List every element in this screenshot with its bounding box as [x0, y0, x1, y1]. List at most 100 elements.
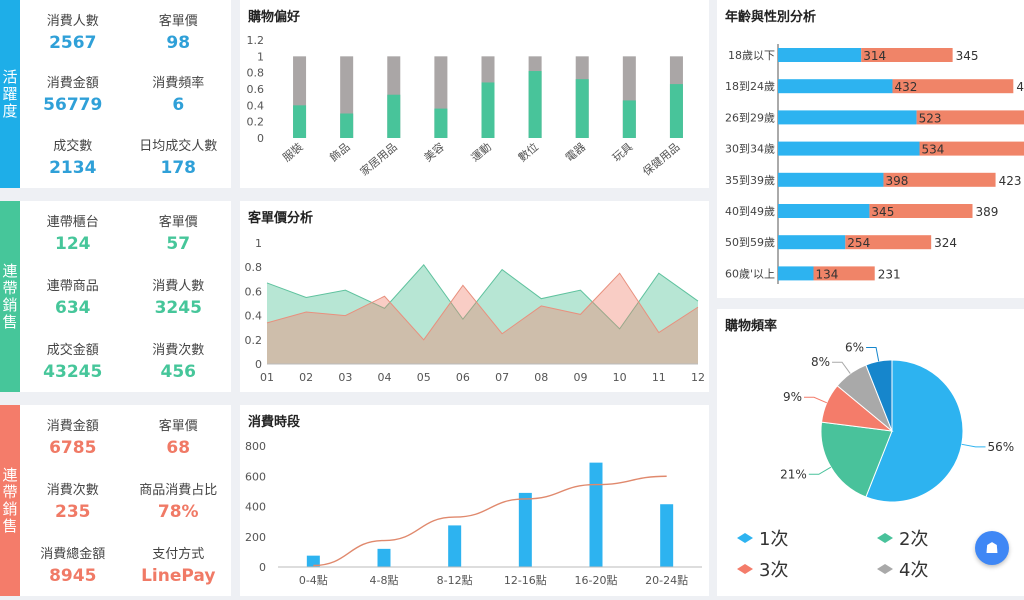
kpi-label: 消費金額: [46, 419, 99, 435]
data-label: 254: [847, 236, 870, 250]
legend-label: 2次: [899, 529, 928, 550]
y-tick-label: 40到49歲: [725, 204, 775, 218]
y-tick-label: 35到39歲: [725, 173, 775, 187]
consumption-period-chart: 0 200 400 600 800 0-4點 4-8點 8-12點 12-16點 16-20點 20…: [245, 440, 702, 587]
data-label: 523: [919, 111, 942, 125]
y-tick-label: 0: [259, 561, 266, 574]
legend-marker: [737, 533, 753, 543]
x-tick-label: 數位: [515, 140, 541, 165]
kpi-cell: 客單價 57: [126, 201, 232, 265]
bar-value: [575, 79, 589, 138]
kpi-label: 消費次數: [152, 342, 205, 358]
age-gender-panel: 年齡與性別分析 18歲以下 314 345 18到24歲 432 456 26到29歲 523…: [717, 0, 1024, 298]
x-tick-label: 0-4點: [299, 574, 328, 587]
kpi-label: 消費次數: [46, 482, 99, 498]
data-label: 389: [976, 205, 999, 219]
y-tick-label: 18到24歲: [725, 79, 775, 93]
leader-line: [832, 361, 851, 374]
y-tick-label: 50到59歲: [725, 235, 775, 249]
x-tick-label: 保健用品: [640, 140, 683, 179]
kpi-label: 消費人數: [152, 278, 205, 294]
data-label: 432: [894, 80, 917, 94]
slice-label: 9%: [783, 390, 802, 404]
kpi-cell: 連帶櫃台 124: [20, 201, 126, 265]
y-tick-label: 26到29歲: [725, 110, 775, 124]
kpi-label: 連帶商品: [46, 278, 99, 294]
line-series: [266, 263, 699, 330]
bar-series-2: [883, 172, 996, 187]
data-label: 345: [956, 49, 979, 63]
bar-series-2: [845, 235, 932, 250]
data-label: 456: [1016, 80, 1024, 94]
bar-series-2: [919, 141, 1024, 156]
kpi-cell: 支付方式 LinePay: [126, 532, 232, 596]
kpi-cell: 成交金額 43245: [20, 328, 126, 392]
chart-title: 購物頻率: [725, 319, 778, 334]
x-tick-label: 4-8點: [370, 574, 399, 587]
kpi-band-title: 連帶銷售: [0, 201, 20, 392]
kpi-value: 68: [166, 438, 191, 459]
kpi-label: 商品消費占比: [139, 482, 218, 498]
legend-marker: [737, 564, 753, 574]
chart-title: 客單價分析: [248, 211, 314, 226]
bar-value: [481, 82, 495, 138]
kpi-cell: 商品消費占比 78%: [126, 469, 232, 533]
kpi-cell: 消費頻率 6: [126, 63, 232, 126]
x-tick-label: 09: [573, 371, 587, 384]
y-tick-label: 1: [255, 237, 262, 250]
y-tick-label: 800: [245, 440, 266, 453]
unit-price-chart: 0 0.2 0.4 0.6 0.8 1 01 02 03 04 05 06 07 08 09 10 11 12: [245, 237, 706, 384]
kpi-panel-cross-selling: 連帶銷售 連帶櫃台 124 客單價 57 連帶商品 634 消費人數 3245 成交金額 4324…: [0, 201, 231, 392]
kpi-value: 56779: [43, 95, 103, 116]
shopping-preference-panel: 購物偏好 0 0.2 0.4 0.6 0.8 1 1.2 服裝 飾品 家居用品 美容 運動 數位 電器 玩具…: [240, 0, 709, 188]
kpi-cell: 客單價 98: [126, 0, 232, 63]
kpi-value: 235: [55, 501, 91, 522]
bar-series-2: [813, 266, 875, 281]
x-tick-label: 8-12點: [437, 574, 473, 587]
x-tick-label: 家居用品: [357, 140, 400, 179]
slice-label: 21%: [780, 467, 807, 481]
slice-label: 6%: [845, 341, 864, 355]
bar: [377, 548, 391, 567]
data-label: 398: [885, 174, 908, 188]
x-tick-label: 20-24點: [645, 574, 688, 587]
bar-series-1: [778, 204, 870, 218]
data-label: 134: [816, 267, 839, 281]
leader-line: [866, 347, 880, 362]
y-tick-label: 0.2: [247, 116, 265, 129]
purchase-frequency-panel: 購物頻率 56% 21% 9% 8% 6% 1次 2次 3次 4次: [717, 309, 1024, 596]
legend-label: 4次: [899, 560, 928, 581]
bar-value: [528, 71, 542, 138]
kpi-value: 456: [160, 361, 197, 382]
consumption-period-panel: 消費時段 0 200 400 600 800 0-4點 4-8點 8-12點 12-16點 16-…: [240, 405, 709, 596]
y-tick-label: 1.2: [247, 34, 265, 47]
leader-line: [961, 443, 986, 448]
purchase-frequency-chart: 56% 21% 9% 8% 6% 1次 2次 3次 4次: [737, 341, 1014, 581]
y-tick-label: 60歲'以上: [725, 266, 775, 280]
kpi-value: 78%: [157, 501, 199, 522]
kpi-label: 消費總金額: [40, 546, 106, 562]
x-tick-label: 02: [299, 371, 313, 384]
robot-icon[interactable]: ☗: [975, 531, 1009, 565]
bar-value: [387, 94, 401, 138]
slice-label: 8%: [811, 355, 830, 369]
y-tick-label: 200: [245, 531, 266, 544]
kpi-label: 客單價: [158, 419, 198, 435]
bar: [518, 492, 532, 567]
bar-value: [669, 84, 683, 138]
data-label: 314: [863, 49, 886, 63]
x-tick-label: 玩具: [610, 140, 635, 164]
x-tick-label: 服裝: [280, 140, 305, 164]
y-tick-label: 0: [255, 358, 262, 371]
data-label: 534: [922, 143, 945, 157]
y-tick-label: 0: [257, 132, 264, 145]
y-tick-label: 0.6: [247, 83, 265, 96]
kpi-value: 8945: [49, 565, 97, 586]
kpi-value: 3245: [154, 297, 202, 318]
x-tick-label: 07: [495, 371, 509, 384]
kpi-value: 634: [55, 297, 91, 318]
bar-value: [434, 108, 448, 138]
bar-series-2: [861, 48, 953, 62]
kpi-band-title: 連帶銷售: [0, 405, 20, 596]
x-tick-label: 03: [338, 371, 352, 384]
